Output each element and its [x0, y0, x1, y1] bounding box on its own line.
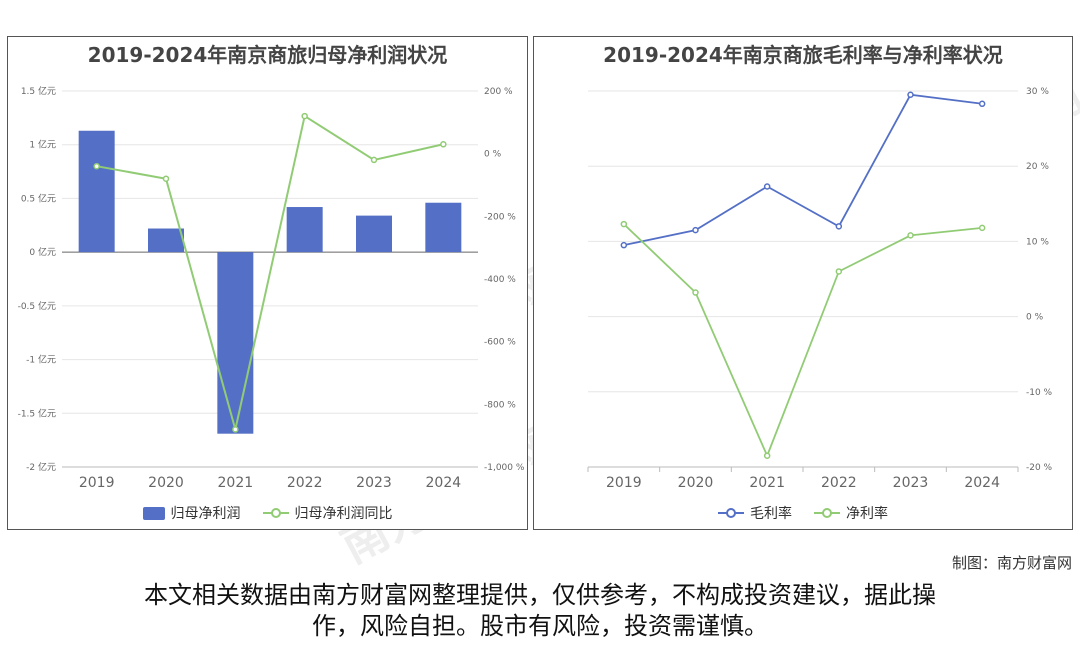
point-net-margin	[763, 452, 771, 459]
legend-item-line[interactable]: 归母净利润同比	[262, 503, 393, 523]
y-tick-label-left: -1.5 亿元	[18, 407, 56, 419]
point-net-margin	[692, 289, 699, 296]
y-tick-label-left: -1 亿元	[26, 354, 56, 366]
point-gross-margin	[692, 226, 699, 234]
disclaimer-line: 作，风险自担。股市有风险，投资需谨慎。	[312, 612, 768, 640]
y-tick-label-right: -800 %	[484, 400, 516, 410]
point-yoy-growth	[93, 162, 100, 170]
legend-label: 毛利率	[750, 506, 792, 522]
x-tick-label: 2024	[426, 475, 462, 491]
bar-net-profit	[148, 228, 184, 253]
y-tick-label-left: 1.5 亿元	[21, 85, 56, 97]
point-gross-margin	[620, 241, 628, 249]
bar-net-profit	[356, 215, 392, 253]
x-tick-label: 2023	[893, 475, 929, 491]
line-yoy-growth	[96, 114, 444, 430]
x-tick-label: 2022	[821, 475, 857, 491]
y-tick-label-right: -200 %	[484, 212, 516, 222]
y-tick-label-right: 30 %	[1026, 87, 1049, 97]
y-tick-label-right: 200 %	[484, 87, 513, 97]
bar-net-profit	[78, 130, 115, 253]
point-yoy-growth	[162, 175, 170, 182]
y-tick-label-right: -400 %	[484, 275, 516, 285]
point-gross-margin	[978, 100, 986, 108]
line-net-margin	[623, 223, 983, 459]
disclaimer: 本文相关数据由南方财富网整理提供，仅供参考，不构成投资建议，据此操 作，风险自担…	[60, 580, 1020, 642]
y-tick-label-right: 0 %	[1026, 313, 1044, 323]
point-yoy-growth	[440, 141, 447, 148]
point-net-margin	[835, 268, 843, 275]
legend: 归母净利润 归母净利润同比	[8, 503, 527, 523]
x-tick-label: 2020	[148, 475, 184, 491]
x-tick-label: 2024	[964, 475, 1000, 491]
legend-swatch-line	[814, 508, 840, 518]
y-tick-label-right: -1,000 %	[484, 463, 525, 473]
y-tick-label-right: -10 %	[1026, 388, 1053, 398]
point-net-margin	[907, 232, 914, 239]
x-tick-label: 2023	[356, 475, 392, 491]
y-tick-label-right: 10 %	[1026, 237, 1049, 247]
y-tick-label-right: 20 %	[1026, 162, 1049, 172]
point-yoy-growth	[301, 112, 308, 120]
point-yoy-growth	[232, 426, 239, 433]
disclaimer-line: 本文相关数据由南方财富网整理提供，仅供参考，不构成投资建议，据此操	[144, 581, 936, 609]
point-net-margin	[620, 220, 628, 228]
legend-item-gross-margin[interactable]: 毛利率	[718, 503, 792, 523]
legend: 毛利率 净利率	[534, 503, 1072, 523]
chart-credit: 制图：南方财富网	[951, 554, 1072, 572]
y-tick-label-left: 0.5 亿元	[21, 192, 56, 204]
legend-label: 净利率	[846, 506, 888, 522]
chart-canvas: 30 % 20 % 10 % 0 % -10 % -20 % 2019 2020 2021 202…	[587, 87, 1053, 491]
point-gross-margin	[763, 183, 771, 190]
y-tick-label-left: 1 亿元	[29, 139, 56, 151]
x-tick-label: 2019	[79, 475, 115, 491]
bar-net-profit	[217, 252, 254, 434]
legend-swatch-line	[262, 508, 289, 518]
bar-net-profit	[286, 207, 323, 253]
chart-title: 2019-2024年南京商旅归母净利润状况	[87, 43, 448, 67]
legend-swatch-line	[718, 508, 744, 518]
x-tick-label: 2021	[218, 475, 254, 491]
y-tick-label-right: 0 %	[484, 150, 502, 160]
point-yoy-growth	[370, 156, 378, 164]
x-tick-label: 2020	[678, 475, 714, 491]
point-net-margin	[978, 224, 986, 232]
legend-label: 归母净利润同比	[294, 506, 393, 522]
y-tick-label-left: -2 亿元	[26, 461, 56, 473]
line-gross-margin	[623, 93, 983, 247]
chart-title: 2019-2024年南京商旅毛利率与净利率状况	[603, 43, 1003, 67]
legend-swatch-bar	[142, 506, 165, 520]
chart-panel-margins: 2019-2024年南京商旅毛利率与净利率状况 30 % 20 % 10 % 0 % -…	[533, 36, 1073, 530]
bar-net-profit	[425, 202, 462, 253]
x-tick-label: 2022	[287, 475, 323, 491]
x-tick-label: 2021	[749, 475, 785, 491]
chart-panel-net-profit: 2019-2024年南京商旅归母净利润状况 1.5 亿元 1 亿元 0.5 亿元 0 …	[7, 36, 528, 530]
legend-label: 归母净利润	[170, 506, 241, 522]
x-tick-label: 2019	[606, 475, 642, 491]
y-tick-label-right: -20 %	[1026, 463, 1053, 473]
y-tick-label-left: -0.5 亿元	[18, 300, 56, 312]
y-tick-label-right: -600 %	[484, 338, 516, 348]
legend-item-net-margin[interactable]: 净利率	[814, 503, 888, 523]
point-gross-margin	[835, 223, 843, 230]
legend-item-bar[interactable]: 归母净利润	[142, 503, 241, 523]
chart-canvas: 1.5 亿元 1 亿元 0.5 亿元 0 亿元 -0.5 亿元 -1 亿元 -1.5 亿元 -…	[18, 85, 525, 491]
y-tick-label-left: 0 亿元	[29, 246, 56, 258]
point-gross-margin	[907, 91, 914, 99]
